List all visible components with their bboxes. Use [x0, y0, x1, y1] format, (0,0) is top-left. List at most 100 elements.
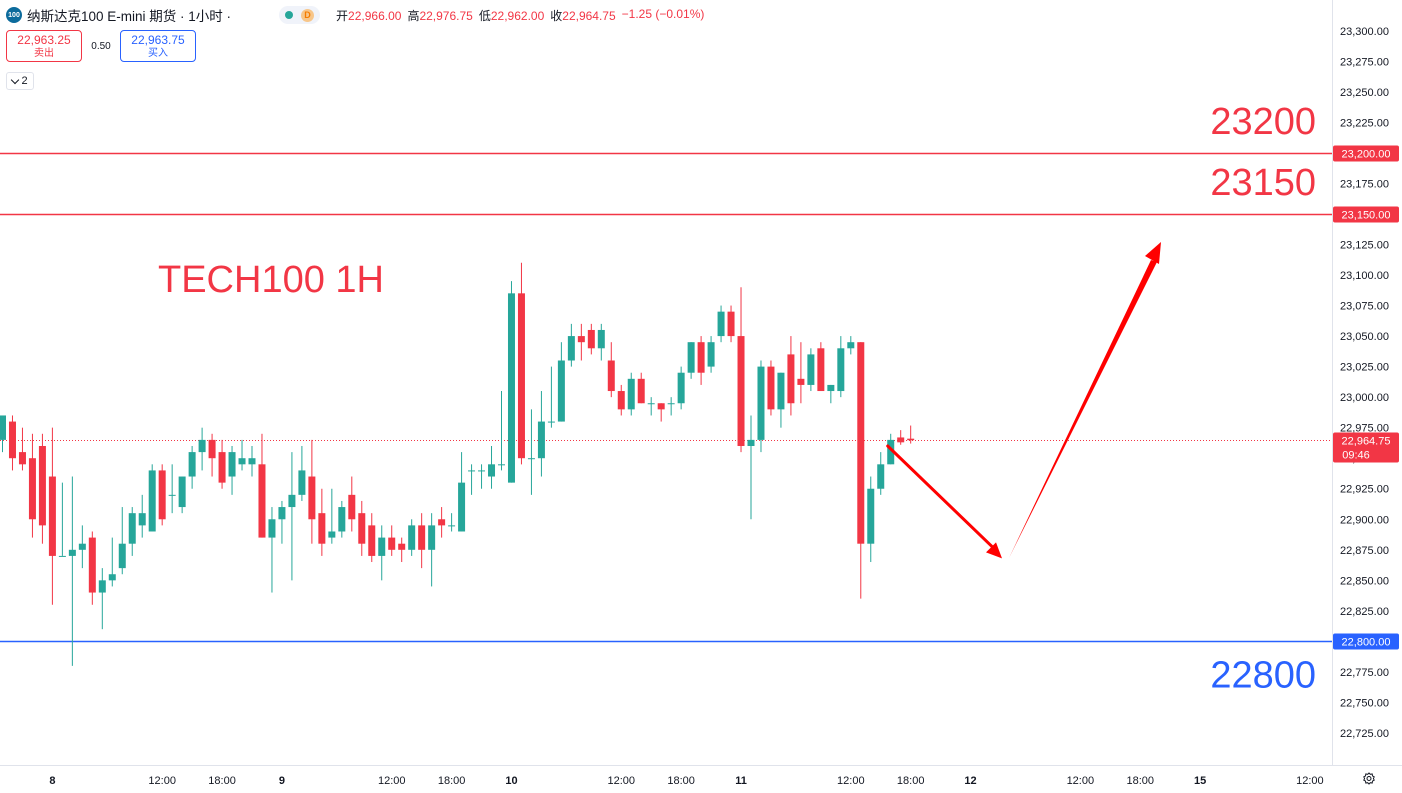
candle-body	[468, 470, 476, 472]
candle-body	[198, 439, 206, 453]
candle-body	[248, 458, 256, 465]
level-annotation: 23200	[1210, 101, 1316, 143]
candle	[168, 464, 176, 514]
candle	[198, 427, 206, 471]
candle	[527, 409, 535, 495]
candle	[78, 525, 86, 569]
indicators-toggle-button[interactable]: 2	[6, 72, 34, 90]
candle	[677, 366, 685, 410]
candle-body	[298, 470, 306, 495]
candle-body	[158, 470, 166, 520]
candle	[567, 323, 575, 367]
candle-body	[537, 421, 545, 459]
candle	[358, 500, 366, 556]
candle-body	[8, 421, 16, 459]
candle	[727, 305, 735, 343]
candle	[48, 427, 56, 605]
candle-body	[48, 476, 56, 556]
symbol-logo-icon[interactable]: 100	[6, 7, 22, 23]
x-tick-label: 10	[505, 775, 517, 787]
chart-header: 100 纳斯达克100 E-mini 期货 · 1小时 · D 开22,966.…	[6, 5, 704, 25]
candle	[667, 397, 675, 416]
candle	[498, 391, 505, 471]
y-tick-label: 23,250.00	[1340, 87, 1389, 99]
candle	[28, 433, 36, 538]
candle-body	[577, 336, 585, 343]
candle-body	[68, 549, 76, 556]
candle	[428, 513, 436, 587]
candle	[787, 336, 795, 416]
candle	[607, 342, 615, 398]
candle	[298, 445, 306, 501]
candle-body	[368, 525, 376, 556]
candle	[38, 433, 46, 544]
status-pill[interactable]: D	[279, 6, 321, 24]
candle-body	[557, 360, 565, 422]
level-price-label: 23,200.00	[1342, 149, 1391, 161]
candle	[617, 384, 625, 416]
candle-body	[617, 391, 625, 410]
candle	[448, 513, 456, 532]
x-tick-label: 18:00	[667, 775, 695, 787]
y-tick-label: 22,825.00	[1340, 606, 1389, 618]
candle	[288, 452, 296, 581]
trade-panel: 22,963.25 卖出 0.50 22,963.75 买入	[6, 30, 196, 62]
candle-body	[268, 519, 276, 538]
candle-body	[547, 421, 555, 423]
y-tick-label: 23,100.00	[1340, 270, 1389, 282]
x-tick-label: 8	[49, 775, 55, 787]
candle-body	[208, 439, 216, 459]
candle-body	[188, 452, 196, 477]
level-price-tag	[1333, 206, 1399, 223]
candle	[98, 568, 106, 630]
candle-body	[108, 574, 116, 581]
candle-body	[228, 452, 236, 477]
x-tick-label: 18:00	[1126, 775, 1154, 787]
candle	[418, 513, 426, 569]
candle-body	[727, 311, 735, 337]
candle-body	[288, 494, 296, 508]
candle-body	[687, 342, 695, 373]
candle-body	[807, 354, 815, 385]
candle	[587, 323, 595, 355]
indicators-count: 2	[21, 75, 28, 87]
candle-body	[348, 494, 356, 520]
candle-body	[877, 464, 885, 489]
candle	[138, 494, 146, 538]
x-axis: 8 12:00 18:00 9 12:00 18:00 10 12:00 18:00 11 12:0…	[49, 775, 1323, 787]
candle-body	[887, 439, 895, 465]
y-tick-label: 22,925.00	[1340, 484, 1389, 496]
close-value: 22,964.75	[562, 8, 616, 23]
ohlc-low: 低22,962.00	[478, 8, 545, 23]
candle-body	[78, 543, 86, 550]
candle-body	[567, 336, 575, 361]
candle-body	[98, 580, 106, 593]
candle	[647, 397, 655, 416]
y-tick-label: 22,725.00	[1340, 728, 1389, 740]
candle-body	[308, 476, 316, 520]
candle	[697, 336, 705, 385]
candle-body	[737, 336, 745, 446]
forecast-down-arrowhead	[986, 542, 1002, 559]
candle-body	[428, 525, 436, 550]
candle	[388, 525, 396, 556]
candle-body	[517, 293, 525, 459]
candle-body	[797, 378, 805, 385]
change-value: −1.25 (−0.01%)	[621, 6, 705, 21]
candle-body	[767, 366, 775, 410]
sell-button[interactable]: 22,963.25 卖出	[6, 30, 82, 62]
candle-body	[587, 329, 595, 349]
symbol-title[interactable]: 纳斯达克100 E-mini 期货 · 1小时 ·	[27, 9, 232, 24]
candle	[218, 439, 226, 489]
candle-body	[747, 439, 755, 446]
candle	[68, 476, 76, 666]
candle	[228, 445, 236, 495]
open-value: 22,966.00	[348, 8, 402, 23]
buy-button[interactable]: 22,963.75 买入	[120, 30, 196, 62]
y-tick-label: 23,025.00	[1340, 362, 1389, 374]
gear-icon[interactable]	[1362, 772, 1376, 786]
candle	[807, 348, 815, 392]
candle	[308, 439, 316, 544]
bar-countdown: 09:46	[1342, 450, 1370, 462]
